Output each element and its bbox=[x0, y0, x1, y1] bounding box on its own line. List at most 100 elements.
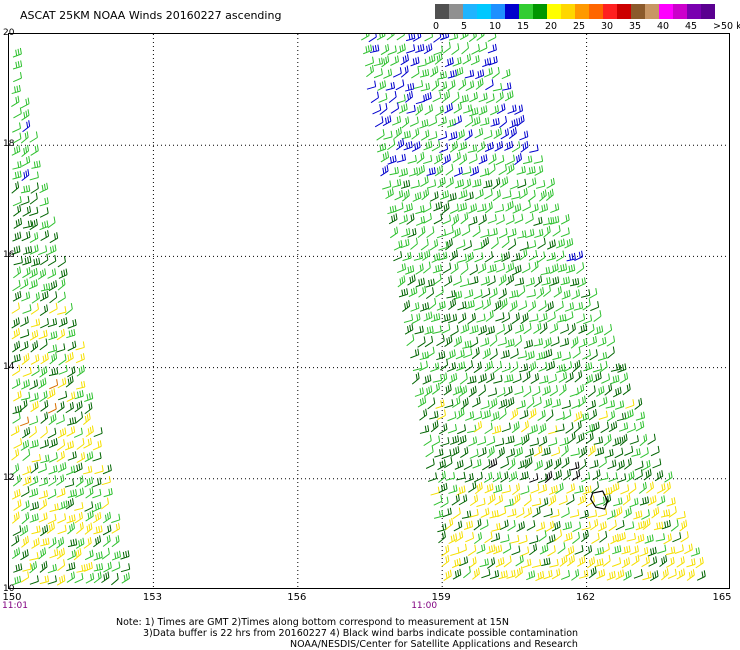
wind-barb bbox=[387, 138, 396, 151]
wind-barb bbox=[575, 383, 585, 396]
wind-barb bbox=[631, 448, 641, 457]
wind-barb bbox=[58, 317, 68, 328]
wind-barb bbox=[452, 56, 462, 67]
wind-barb bbox=[572, 531, 580, 544]
wind-barb bbox=[450, 325, 459, 337]
wind-barb bbox=[389, 166, 399, 176]
wind-barb bbox=[459, 34, 469, 41]
wind-barb bbox=[452, 507, 461, 520]
wind-barb bbox=[47, 344, 58, 354]
wind-barb bbox=[46, 388, 56, 400]
wind-barb bbox=[444, 399, 454, 409]
wind-barb bbox=[387, 205, 397, 215]
wind-barb bbox=[83, 537, 92, 549]
wind-barb bbox=[425, 458, 435, 469]
wind-barb bbox=[426, 346, 435, 359]
wind-barb bbox=[614, 400, 625, 410]
wind-barb bbox=[477, 373, 487, 384]
wind-barb bbox=[552, 225, 561, 237]
wind-barb bbox=[649, 570, 659, 582]
wind-barb bbox=[564, 238, 574, 249]
wind-barb bbox=[493, 484, 503, 494]
wind-barb bbox=[612, 436, 622, 447]
wind-barb bbox=[511, 545, 521, 556]
wind-barb bbox=[529, 437, 540, 447]
wind-barb bbox=[617, 363, 627, 373]
wind-barb bbox=[425, 287, 435, 300]
wind-barb bbox=[561, 400, 571, 410]
wind-barb bbox=[401, 116, 410, 129]
wind-barb bbox=[385, 81, 396, 91]
wind-barb bbox=[478, 154, 488, 165]
wind-barb bbox=[430, 486, 440, 496]
legend-swatch bbox=[673, 4, 687, 19]
wind-barb bbox=[583, 545, 593, 557]
wind-barb bbox=[387, 155, 397, 165]
wind-barb bbox=[628, 482, 637, 495]
wind-barb bbox=[493, 374, 503, 384]
wind-barb bbox=[491, 522, 501, 532]
wind-barb bbox=[449, 435, 460, 445]
wind-barb bbox=[433, 153, 443, 165]
lat-tick-label: 14 bbox=[3, 361, 15, 372]
legend-label: 15 bbox=[517, 21, 530, 32]
wind-barb bbox=[496, 446, 505, 459]
wind-barb bbox=[513, 436, 524, 447]
wind-barb bbox=[550, 509, 560, 518]
wind-barb bbox=[489, 334, 498, 347]
wind-barb bbox=[554, 529, 563, 542]
wind-barb bbox=[84, 522, 93, 535]
wind-barb bbox=[413, 80, 424, 90]
wind-barb bbox=[616, 459, 625, 471]
wind-barb bbox=[509, 179, 519, 190]
wind-barb bbox=[471, 44, 480, 55]
wind-barb bbox=[577, 555, 586, 567]
wind-barb bbox=[587, 444, 596, 457]
wind-barb bbox=[510, 408, 519, 421]
wind-barb bbox=[608, 421, 618, 433]
wind-barb bbox=[440, 358, 449, 371]
wind-barb bbox=[512, 203, 522, 214]
wind-barb bbox=[39, 182, 49, 194]
wind-barb bbox=[519, 409, 529, 420]
wind-barb bbox=[11, 511, 20, 524]
map-title: ASCAT 25KM NOAA Winds 20160227 ascending bbox=[20, 9, 282, 22]
wind-barb bbox=[443, 569, 452, 582]
wind-barb bbox=[569, 387, 579, 397]
wind-barb bbox=[29, 475, 39, 486]
wind-barb bbox=[412, 191, 422, 202]
wind-barb bbox=[625, 399, 635, 409]
wind-barb bbox=[483, 129, 493, 140]
wind-barb bbox=[462, 166, 472, 175]
wind-barb bbox=[29, 267, 38, 279]
wind-barb bbox=[58, 500, 68, 511]
wind-barb bbox=[525, 213, 534, 224]
wind-barb bbox=[382, 115, 392, 127]
wind-barb bbox=[661, 568, 669, 581]
wind-barb bbox=[422, 374, 432, 385]
wind-barb bbox=[553, 469, 562, 481]
wind-barb bbox=[641, 556, 650, 568]
wind-barb bbox=[476, 313, 486, 323]
wind-barb bbox=[660, 509, 671, 518]
wind-barb bbox=[28, 279, 38, 290]
wind-barb bbox=[66, 571, 76, 583]
wind-barb bbox=[101, 571, 110, 584]
wind-barb bbox=[540, 266, 551, 276]
wind-barb bbox=[572, 359, 581, 373]
wind-barb bbox=[448, 533, 458, 544]
wind-barb bbox=[456, 361, 466, 372]
wind-barb bbox=[547, 373, 557, 384]
wind-barb bbox=[31, 453, 41, 463]
legend-label: 5 bbox=[461, 21, 468, 32]
wind-barb bbox=[389, 226, 399, 239]
wind-barb bbox=[594, 325, 604, 336]
wind-barb bbox=[493, 253, 504, 263]
legend-swatch bbox=[645, 4, 659, 19]
wind-barb bbox=[635, 520, 645, 531]
wind-barb bbox=[438, 251, 448, 261]
wind-barb bbox=[84, 476, 94, 488]
wind-barb bbox=[444, 457, 453, 469]
wind-barb bbox=[564, 302, 575, 312]
wind-barb bbox=[550, 203, 560, 214]
